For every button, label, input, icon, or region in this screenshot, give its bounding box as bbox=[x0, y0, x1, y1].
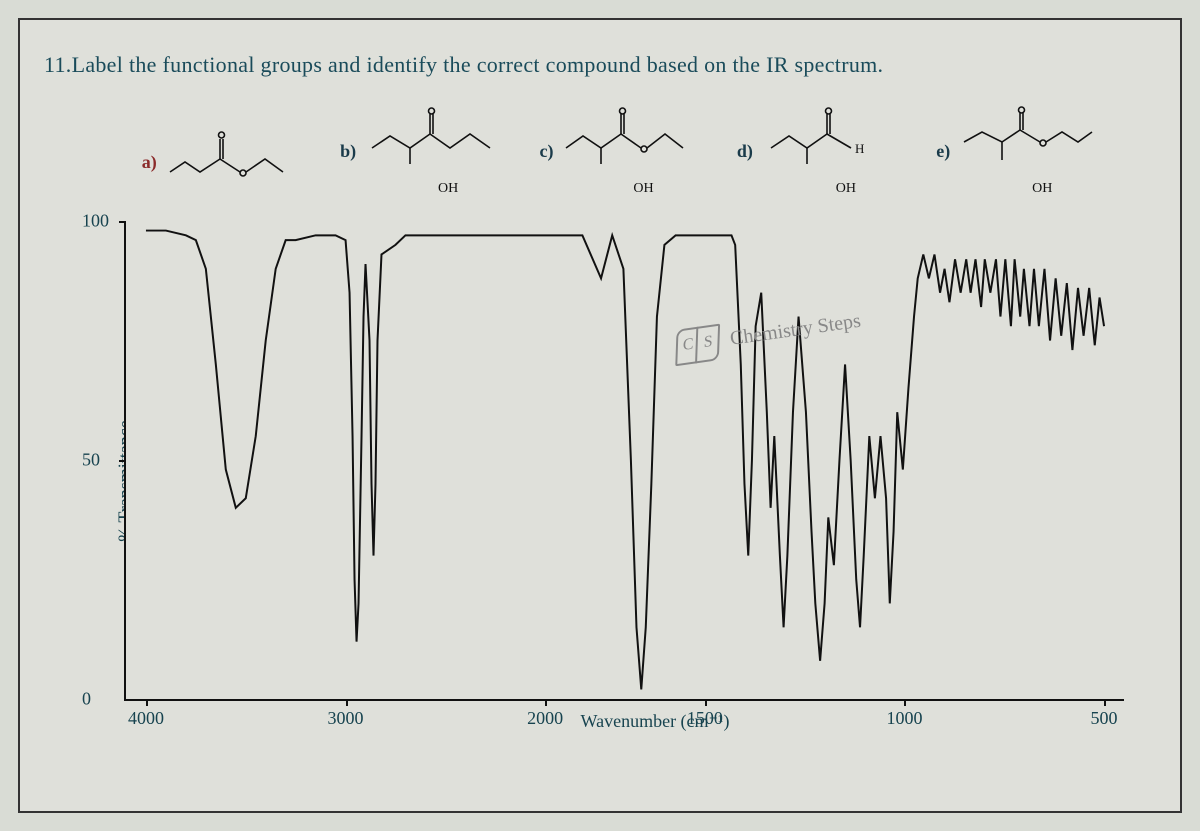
option-c-structure bbox=[561, 106, 701, 176]
option-e-label: e) bbox=[936, 141, 950, 162]
ir-chart: % Transmittance 100 50 0 4000 3000 2000 … bbox=[124, 221, 1146, 741]
ir-spectrum-line bbox=[126, 221, 1124, 699]
xtick-mark bbox=[545, 699, 547, 706]
ytick-0: 0 bbox=[82, 689, 91, 710]
option-d-label: d) bbox=[737, 141, 753, 162]
option-d: d) H OH bbox=[737, 106, 901, 197]
option-c-label: c) bbox=[539, 141, 553, 162]
xtick-500: 500 bbox=[1091, 708, 1118, 729]
option-b-structure-wrap: OH bbox=[364, 106, 504, 197]
xtick-mark bbox=[146, 699, 148, 706]
option-b-oh: OH bbox=[392, 181, 504, 197]
xtick-mark bbox=[346, 699, 348, 706]
option-d-structure-wrap: H OH bbox=[761, 106, 901, 197]
option-e: e) OH bbox=[936, 106, 1098, 197]
option-a-structure bbox=[165, 127, 305, 197]
ytick-mark bbox=[119, 460, 126, 462]
ir-plot: 100 50 0 4000 3000 2000 1500 1000 500 CS bbox=[124, 221, 1124, 701]
option-c-oh: OH bbox=[585, 181, 701, 197]
options-row: a) b) bbox=[44, 106, 1156, 197]
xtick-4000: 4000 bbox=[128, 708, 164, 729]
question-text: 11.Label the functional groups and ident… bbox=[44, 52, 1156, 78]
xtick-1500: 1500 bbox=[687, 708, 723, 729]
ytick-100: 100 bbox=[82, 211, 109, 232]
xtick-2000: 2000 bbox=[527, 708, 563, 729]
x-axis-title: Wavenumber (cm⁻¹) bbox=[164, 711, 1146, 732]
option-b-label: b) bbox=[340, 141, 356, 162]
option-b-structure bbox=[364, 106, 504, 176]
option-e-oh: OH bbox=[986, 181, 1098, 197]
option-d-structure: H bbox=[761, 106, 901, 176]
option-a-label: a) bbox=[142, 152, 157, 173]
xtick-mark bbox=[1104, 699, 1106, 706]
xtick-3000: 3000 bbox=[328, 708, 364, 729]
ytick-mark bbox=[119, 221, 126, 223]
option-e-structure bbox=[958, 106, 1098, 176]
problem-frame: 11.Label the functional groups and ident… bbox=[18, 18, 1182, 813]
xtick-1000: 1000 bbox=[886, 708, 922, 729]
option-d-h: H bbox=[855, 141, 864, 156]
option-c-structure-wrap: OH bbox=[561, 106, 701, 197]
option-d-oh: OH bbox=[791, 181, 901, 197]
ytick-50: 50 bbox=[82, 450, 100, 471]
option-b: b) OH bbox=[340, 106, 504, 197]
option-c: c) OH bbox=[539, 106, 701, 197]
option-a: a) bbox=[142, 127, 305, 197]
xtick-mark bbox=[705, 699, 707, 706]
xtick-mark bbox=[904, 699, 906, 706]
option-e-structure-wrap: OH bbox=[958, 106, 1098, 197]
